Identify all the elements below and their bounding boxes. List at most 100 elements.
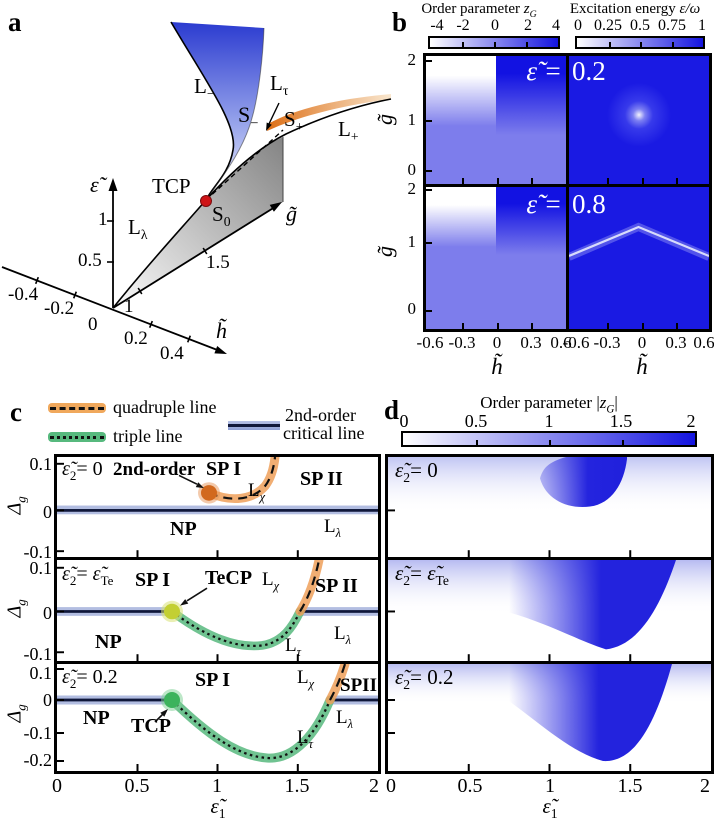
c1-sp1: SP I <box>206 458 242 480</box>
g-tick-15 <box>202 247 208 255</box>
row2-eps-prefix: ε̃ = <box>526 189 562 219</box>
c3-ylabel: Δg <box>3 704 29 723</box>
cb1-tick-2: 2 <box>524 17 532 34</box>
h-tick-m04 <box>34 276 40 285</box>
b-xtick: 0.6 <box>693 333 714 352</box>
d-subpanel-1: ε̃2= 0 <box>388 457 711 560</box>
c3-plot <box>57 664 378 771</box>
ytick-mark <box>426 120 432 122</box>
c2-ytick: 0 <box>43 603 52 623</box>
colorbar-order <box>428 36 560 49</box>
g-tick-label-15: 1.5 <box>206 252 230 273</box>
d2-condition: ε̃2= ε̃Te <box>395 561 449 589</box>
panel-a-3d-diagram <box>1 21 392 354</box>
d3-condition: ε̃2= 0.2 <box>395 665 454 693</box>
h-tick-label-04: 0.4 <box>160 343 184 364</box>
panel-c-label: c <box>10 397 22 427</box>
c3-sp1: SP I <box>195 669 231 691</box>
legend-2nd-order-swatch <box>228 421 280 430</box>
line-l-lambda <box>112 199 207 309</box>
l-tau-pointer <box>267 102 280 127</box>
eps-axis-arrow <box>108 178 118 191</box>
label-tcp: TCP <box>152 174 191 198</box>
c-subpanel-2: ε̃2= ε̃Te SP I TeCP Lχ SP II NP Lτ Lλ <box>57 560 378 664</box>
cb1-mark-1 <box>462 42 464 47</box>
ytick-mark <box>426 170 432 172</box>
triple-dot <box>50 435 104 439</box>
legend-quadruple-label: quadruple line <box>113 397 217 417</box>
c3-ytick: 0 <box>43 690 52 710</box>
c3-sp2: SPII <box>340 675 377 696</box>
label-l-tau: Lτ <box>270 71 289 99</box>
h-tick-label-m04: -0.4 <box>8 284 39 305</box>
panel-a-label: a <box>8 7 22 37</box>
xtick-mark <box>676 178 678 184</box>
cb2-mark-2 <box>640 42 642 47</box>
c3-np: NP <box>83 707 110 729</box>
c2-ytick: -0.1 <box>23 644 53 664</box>
label-s-minus: S− <box>238 102 259 132</box>
b-xtick: 0 <box>492 333 502 352</box>
d-cb-tick: 0.5 <box>464 411 488 431</box>
chevron-feature <box>569 222 709 261</box>
xtick-mark <box>676 323 678 329</box>
d1-heatmap <box>388 457 711 557</box>
cb1-mark-3 <box>526 42 528 47</box>
bright-spot <box>569 56 709 184</box>
cb2-tick-025: 0.25 <box>594 17 622 34</box>
b-xtick: -0.3 <box>593 333 621 352</box>
label-s0: S0 <box>212 202 231 230</box>
cb2-tick-1: 1 <box>698 17 706 34</box>
d-subpanel-3: ε̃2= 0.2 <box>388 664 711 771</box>
d-xtick: 0.5 <box>457 775 483 797</box>
c-xtick: 1.5 <box>284 775 310 797</box>
label-l-lambda-a: Lλ <box>128 215 148 243</box>
c1-l-chi: Lχ <box>248 480 266 504</box>
c2-tecp: TeCP <box>205 567 253 589</box>
c1-2nd-order-annotation: 2nd-order <box>113 459 196 480</box>
legend-2nd-order-label-2: critical line <box>283 423 365 443</box>
c3-ytick: 0.1 <box>29 663 53 683</box>
b-ytick-2b: 2 <box>407 179 417 198</box>
c2-ylabel: Δg <box>3 599 29 618</box>
colorbar-excitation <box>575 36 705 49</box>
d-xlabel: ε̃1 <box>542 794 558 821</box>
d-cb-tick: 2 <box>686 411 696 431</box>
deep-blue-region <box>496 187 566 256</box>
c2-sp2: SP II <box>315 575 358 597</box>
d-cb-mark <box>622 440 624 445</box>
c2-l-tau: Lτ <box>285 635 302 659</box>
b-xtick: 0.6 <box>550 333 572 352</box>
quadruple-dash <box>50 406 104 410</box>
d2-heatmap <box>388 560 711 661</box>
d-xtick: 0 <box>386 775 396 797</box>
cb2-mark-3 <box>671 42 674 47</box>
heatmap-exc-eps02 <box>569 56 709 184</box>
c2-ytick: 0.1 <box>29 558 53 578</box>
h-tick-m02 <box>72 291 78 299</box>
c3-l-lambda: Lλ <box>336 707 353 731</box>
b-xtick: -0.3 <box>448 333 476 352</box>
b-xlabel-right: h̃ <box>636 354 648 379</box>
panel-c-frame: ε̃2= 0 2nd-order SP I SP II Lχ NP Lλ <box>54 454 381 774</box>
c2-plot <box>57 560 378 661</box>
b-ytick-1b: 1 <box>407 232 417 251</box>
h-tick-label-0: 0 <box>88 314 98 335</box>
cb2-tick-05: 0.5 <box>630 17 650 34</box>
heatmap-zg-eps08 <box>426 187 566 329</box>
eps-tick-label-05: 0.5 <box>78 250 102 271</box>
cb2-tick-075: 0.75 <box>658 17 686 34</box>
h-tick-label-02: 0.2 <box>124 328 148 349</box>
d-cb-tick: 1 <box>544 411 554 431</box>
h-tick-label-m02: -0.2 <box>44 298 75 319</box>
c2-condition: ε̃2= ε̃Te <box>62 563 114 588</box>
d-xtick: 2 <box>700 775 710 797</box>
c-xtick: 2 <box>369 775 379 797</box>
xtick-mark <box>642 323 644 329</box>
b-xtick: -0.6 <box>562 333 590 352</box>
d-colorbar <box>401 431 697 447</box>
c-xtick: 0 <box>52 775 62 797</box>
panel-d-frame: ε̃2= 0 ε̃2= ε̃Te <box>385 454 714 774</box>
c1-np: NP <box>170 518 197 540</box>
